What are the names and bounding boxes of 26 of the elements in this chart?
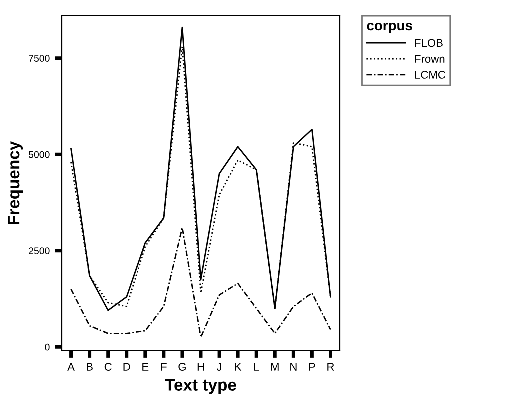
x-tick-label: R: [328, 363, 334, 371]
x-axis-title: Text type: [165, 379, 236, 394]
x-tick-label: H: [198, 363, 204, 371]
x-tick-label: J: [216, 363, 222, 371]
y-axis-title: Frequency: [8, 141, 24, 225]
legend-label: LCMC: [415, 71, 446, 79]
y-tick-label: 0: [45, 344, 50, 351]
y-tick-label: 7500: [29, 55, 50, 62]
x-tick-label: N: [290, 363, 297, 371]
x-tick-label: B: [87, 363, 93, 371]
x-tick-label: M: [271, 363, 279, 371]
x-tick-label: C: [104, 363, 112, 371]
y-tick-label: 2500: [29, 248, 50, 255]
x-tick-label: P: [309, 363, 316, 371]
legend-label: FLOB: [415, 39, 443, 48]
x-tick-label: E: [142, 363, 149, 371]
x-tick-label: D: [124, 363, 130, 371]
x-tick-label: G: [178, 363, 186, 371]
line-series: [70, 227, 332, 338]
legend-title: corpus: [367, 23, 412, 34]
x-tick-label: F: [161, 363, 167, 371]
x-tick-label: A: [68, 363, 75, 371]
legend-label: Frown: [415, 55, 445, 64]
y-tick-label: 5000: [28, 151, 50, 158]
x-tick-label: L: [254, 363, 260, 371]
x-tick-label: K: [235, 363, 242, 371]
